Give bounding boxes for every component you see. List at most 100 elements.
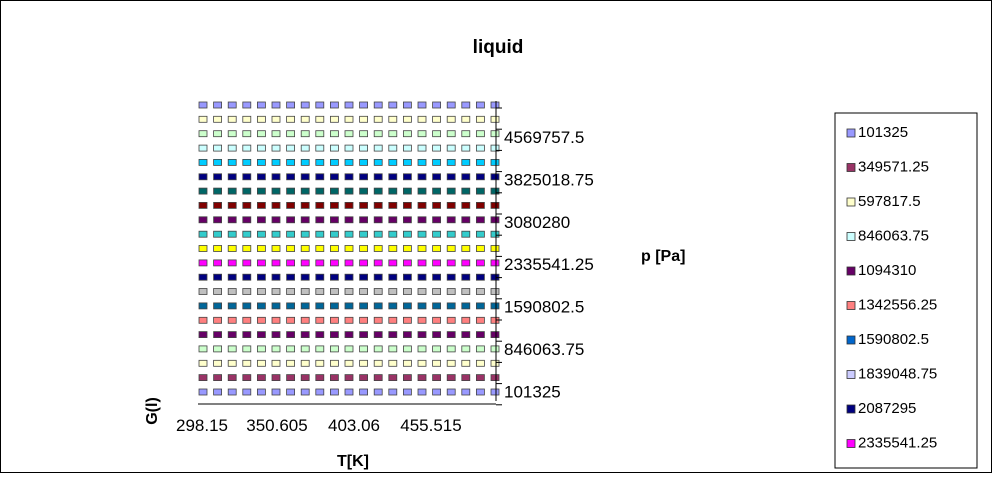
column-marker bbox=[300, 374, 310, 382]
column-marker bbox=[432, 345, 442, 353]
column-marker bbox=[402, 130, 412, 138]
column-marker bbox=[242, 288, 252, 295]
column-marker bbox=[475, 158, 485, 166]
column-marker bbox=[344, 273, 354, 281]
column-marker bbox=[388, 130, 398, 138]
column-marker bbox=[286, 101, 296, 109]
column-marker bbox=[475, 115, 485, 123]
column-marker bbox=[242, 374, 252, 382]
column-marker bbox=[402, 245, 412, 252]
chart-title: liquid bbox=[473, 37, 524, 58]
column-marker bbox=[242, 130, 252, 138]
column-marker bbox=[227, 245, 237, 252]
legend-label: 597817.5 bbox=[858, 193, 921, 210]
column-marker bbox=[388, 388, 398, 396]
column-marker bbox=[359, 331, 369, 339]
column-marker bbox=[461, 288, 471, 295]
column-marker bbox=[271, 345, 281, 353]
column-marker bbox=[256, 331, 266, 339]
column-marker bbox=[402, 316, 412, 324]
column-marker bbox=[461, 158, 471, 166]
column-marker bbox=[300, 115, 310, 123]
column-marker bbox=[329, 288, 339, 295]
column-marker bbox=[461, 187, 471, 195]
column-marker bbox=[315, 230, 325, 238]
column-marker bbox=[432, 388, 442, 396]
column-marker bbox=[286, 374, 296, 382]
column-marker bbox=[227, 288, 237, 295]
column-marker bbox=[373, 331, 383, 339]
column-marker bbox=[490, 173, 500, 181]
column-marker bbox=[256, 144, 266, 152]
column-marker bbox=[388, 245, 398, 252]
column-marker bbox=[417, 273, 427, 281]
column-marker bbox=[461, 359, 471, 367]
column-marker bbox=[286, 187, 296, 195]
column-marker bbox=[213, 130, 223, 138]
column-marker bbox=[300, 101, 310, 109]
column-marker bbox=[300, 230, 310, 238]
column-marker bbox=[329, 173, 339, 181]
column-marker bbox=[315, 316, 325, 324]
column-marker bbox=[271, 230, 281, 238]
column-marker bbox=[373, 187, 383, 195]
column-marker bbox=[344, 173, 354, 181]
column-marker bbox=[315, 216, 325, 224]
column-marker bbox=[461, 302, 471, 310]
column-marker bbox=[256, 316, 266, 324]
column-marker bbox=[329, 201, 339, 209]
column-marker bbox=[213, 302, 223, 310]
column-marker bbox=[329, 216, 339, 224]
column-marker bbox=[359, 173, 369, 181]
column-marker bbox=[315, 331, 325, 339]
column-marker bbox=[344, 130, 354, 138]
column-marker bbox=[490, 374, 500, 382]
column-marker bbox=[286, 345, 296, 353]
column-marker bbox=[373, 201, 383, 209]
depth-tick-label: 3825018.75 bbox=[504, 170, 594, 189]
column-marker bbox=[475, 331, 485, 339]
column-marker bbox=[490, 302, 500, 310]
column-marker bbox=[315, 345, 325, 353]
column-marker bbox=[271, 187, 281, 195]
column-marker bbox=[446, 273, 456, 281]
column-marker bbox=[198, 345, 208, 353]
column-marker bbox=[256, 158, 266, 166]
column-marker bbox=[213, 144, 223, 152]
column-marker bbox=[461, 173, 471, 181]
column-marker bbox=[432, 273, 442, 281]
column-marker bbox=[329, 331, 339, 339]
legend-swatch bbox=[846, 163, 856, 172]
column-marker bbox=[198, 201, 208, 209]
column-marker bbox=[315, 115, 325, 123]
column-marker bbox=[198, 273, 208, 281]
column-marker bbox=[475, 173, 485, 181]
legend-swatch bbox=[846, 301, 856, 310]
column-marker bbox=[286, 388, 296, 396]
column-marker bbox=[271, 144, 281, 152]
column-marker bbox=[475, 259, 485, 267]
column-marker bbox=[417, 201, 427, 209]
column-marker bbox=[402, 230, 412, 238]
column-marker bbox=[256, 115, 266, 123]
column-marker bbox=[198, 388, 208, 396]
column-marker bbox=[286, 173, 296, 181]
column-marker bbox=[417, 245, 427, 252]
column-marker bbox=[417, 101, 427, 109]
column-marker bbox=[329, 359, 339, 367]
column-marker bbox=[286, 144, 296, 152]
column-marker bbox=[329, 115, 339, 123]
column-marker bbox=[417, 115, 427, 123]
column-marker bbox=[213, 216, 223, 224]
column-marker bbox=[213, 158, 223, 166]
column-marker bbox=[300, 288, 310, 295]
column-marker bbox=[256, 173, 266, 181]
column-marker bbox=[344, 201, 354, 209]
column-marker bbox=[213, 115, 223, 123]
depth-tick-label: 4569757.5 bbox=[504, 128, 584, 147]
column-marker bbox=[446, 388, 456, 396]
column-marker bbox=[344, 302, 354, 310]
column-marker bbox=[271, 388, 281, 396]
column-marker bbox=[329, 259, 339, 267]
